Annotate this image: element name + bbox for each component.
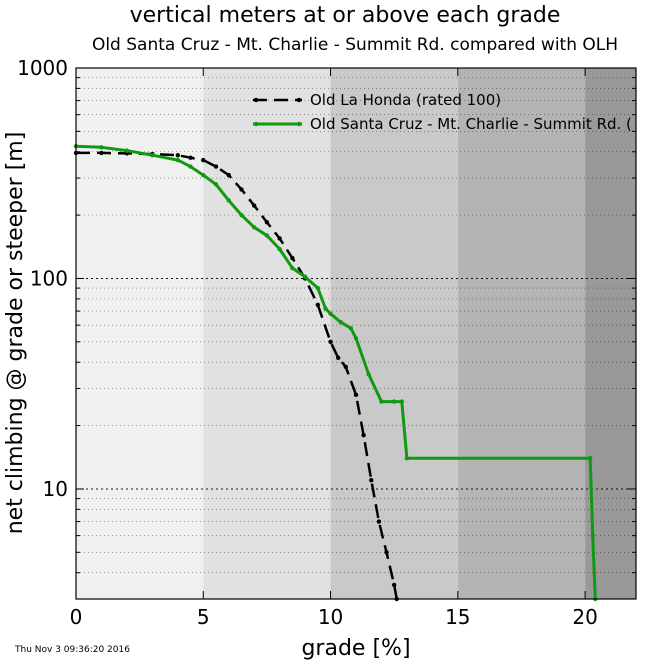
legend-marker-1 xyxy=(296,121,302,127)
legend-marker-1 xyxy=(253,121,259,127)
legend: Old La Honda (rated 100) Old Santa Cruz -… xyxy=(253,91,632,133)
series-0-point xyxy=(175,153,181,158)
series-1-point xyxy=(251,225,257,230)
series-0-point xyxy=(335,355,341,360)
chart-subtitle: Old Santa Cruz - Mt. Charlie - Summit Rd… xyxy=(92,35,618,55)
series-1-point xyxy=(239,212,244,218)
series-1-point xyxy=(99,145,104,150)
series-1-point xyxy=(379,399,384,404)
axis-ticks: 0 5 10 15 20 10 100 1000 xyxy=(17,56,636,629)
series-1-point xyxy=(391,399,397,404)
x-tick-label: 20 xyxy=(572,605,597,629)
series-1-point xyxy=(404,455,410,461)
x-tick-label: 15 xyxy=(445,605,470,629)
grade-band-4 xyxy=(585,68,636,599)
series-0-point xyxy=(226,172,231,178)
series-1-point xyxy=(353,336,359,341)
background-bands xyxy=(76,68,636,599)
series-1-point xyxy=(323,306,328,311)
series-0-point xyxy=(290,255,295,261)
x-axis-label: grade [%] xyxy=(301,636,410,660)
legend-label-1: Old Santa Cruz - Mt. Charlie - Summit Rd… xyxy=(310,115,632,133)
series-0-point xyxy=(353,392,359,398)
y-tick-label: 1000 xyxy=(17,56,68,80)
series-1-point xyxy=(124,148,130,153)
chart-title: vertical meters at or above each grade xyxy=(130,3,561,28)
series-line-0 xyxy=(76,151,398,600)
series-1-point xyxy=(201,172,206,178)
y-axis-label: net climbing @ grade or steeper [m] xyxy=(3,132,28,535)
grade-band-2 xyxy=(330,68,458,599)
x-tick-label: 10 xyxy=(318,605,343,629)
series-1-point xyxy=(328,311,333,316)
y-tick-label: 100 xyxy=(30,266,68,290)
series-1-point xyxy=(175,157,181,163)
legend-marker-0 xyxy=(296,97,302,103)
x-tick-label: 0 xyxy=(70,605,83,629)
series-1-point xyxy=(315,285,321,291)
series-0-point xyxy=(343,364,349,370)
series-0-point xyxy=(376,519,382,524)
series-1-point xyxy=(366,372,371,377)
series-1-point xyxy=(302,274,308,279)
series-1-point xyxy=(587,455,593,461)
series-1-point xyxy=(590,533,595,538)
series-layer xyxy=(73,144,598,602)
series-0-point xyxy=(201,157,206,163)
timestamp: Thu Nov 3 09:36:20 2016 xyxy=(14,645,130,655)
series-0-point xyxy=(213,164,219,169)
series-0-point xyxy=(315,302,321,307)
series-1-point xyxy=(188,164,193,169)
legend-label-0: Old La Honda (rated 100) xyxy=(310,91,501,109)
series-0-point xyxy=(277,236,282,241)
series-1-point xyxy=(226,198,231,203)
series-0-point xyxy=(239,187,244,192)
series-1-point xyxy=(290,265,295,271)
grade-band-1 xyxy=(203,68,331,599)
series-0-point xyxy=(99,150,104,156)
series-1-point xyxy=(277,246,282,252)
y-tick-label: 10 xyxy=(43,477,68,501)
x-tick-label: 5 xyxy=(197,605,210,629)
series-0-point xyxy=(384,550,389,555)
series-0-point xyxy=(369,478,374,483)
series-1-point xyxy=(150,153,155,158)
series-1-point xyxy=(348,326,354,331)
series-0-point xyxy=(328,339,333,345)
plot-frame xyxy=(75,67,637,600)
series-0-point xyxy=(188,155,193,160)
series-0-point xyxy=(251,203,257,208)
series-0-point xyxy=(391,582,397,588)
grid-lines xyxy=(76,77,636,574)
series-0-point xyxy=(264,220,270,225)
legend-marker-0 xyxy=(253,97,259,103)
series-1-point xyxy=(338,319,343,325)
series-0-point xyxy=(361,433,366,438)
series-1-point xyxy=(399,399,405,404)
series-1-point xyxy=(213,182,219,187)
grade-band-3 xyxy=(457,68,586,599)
series-1-point xyxy=(264,233,270,238)
